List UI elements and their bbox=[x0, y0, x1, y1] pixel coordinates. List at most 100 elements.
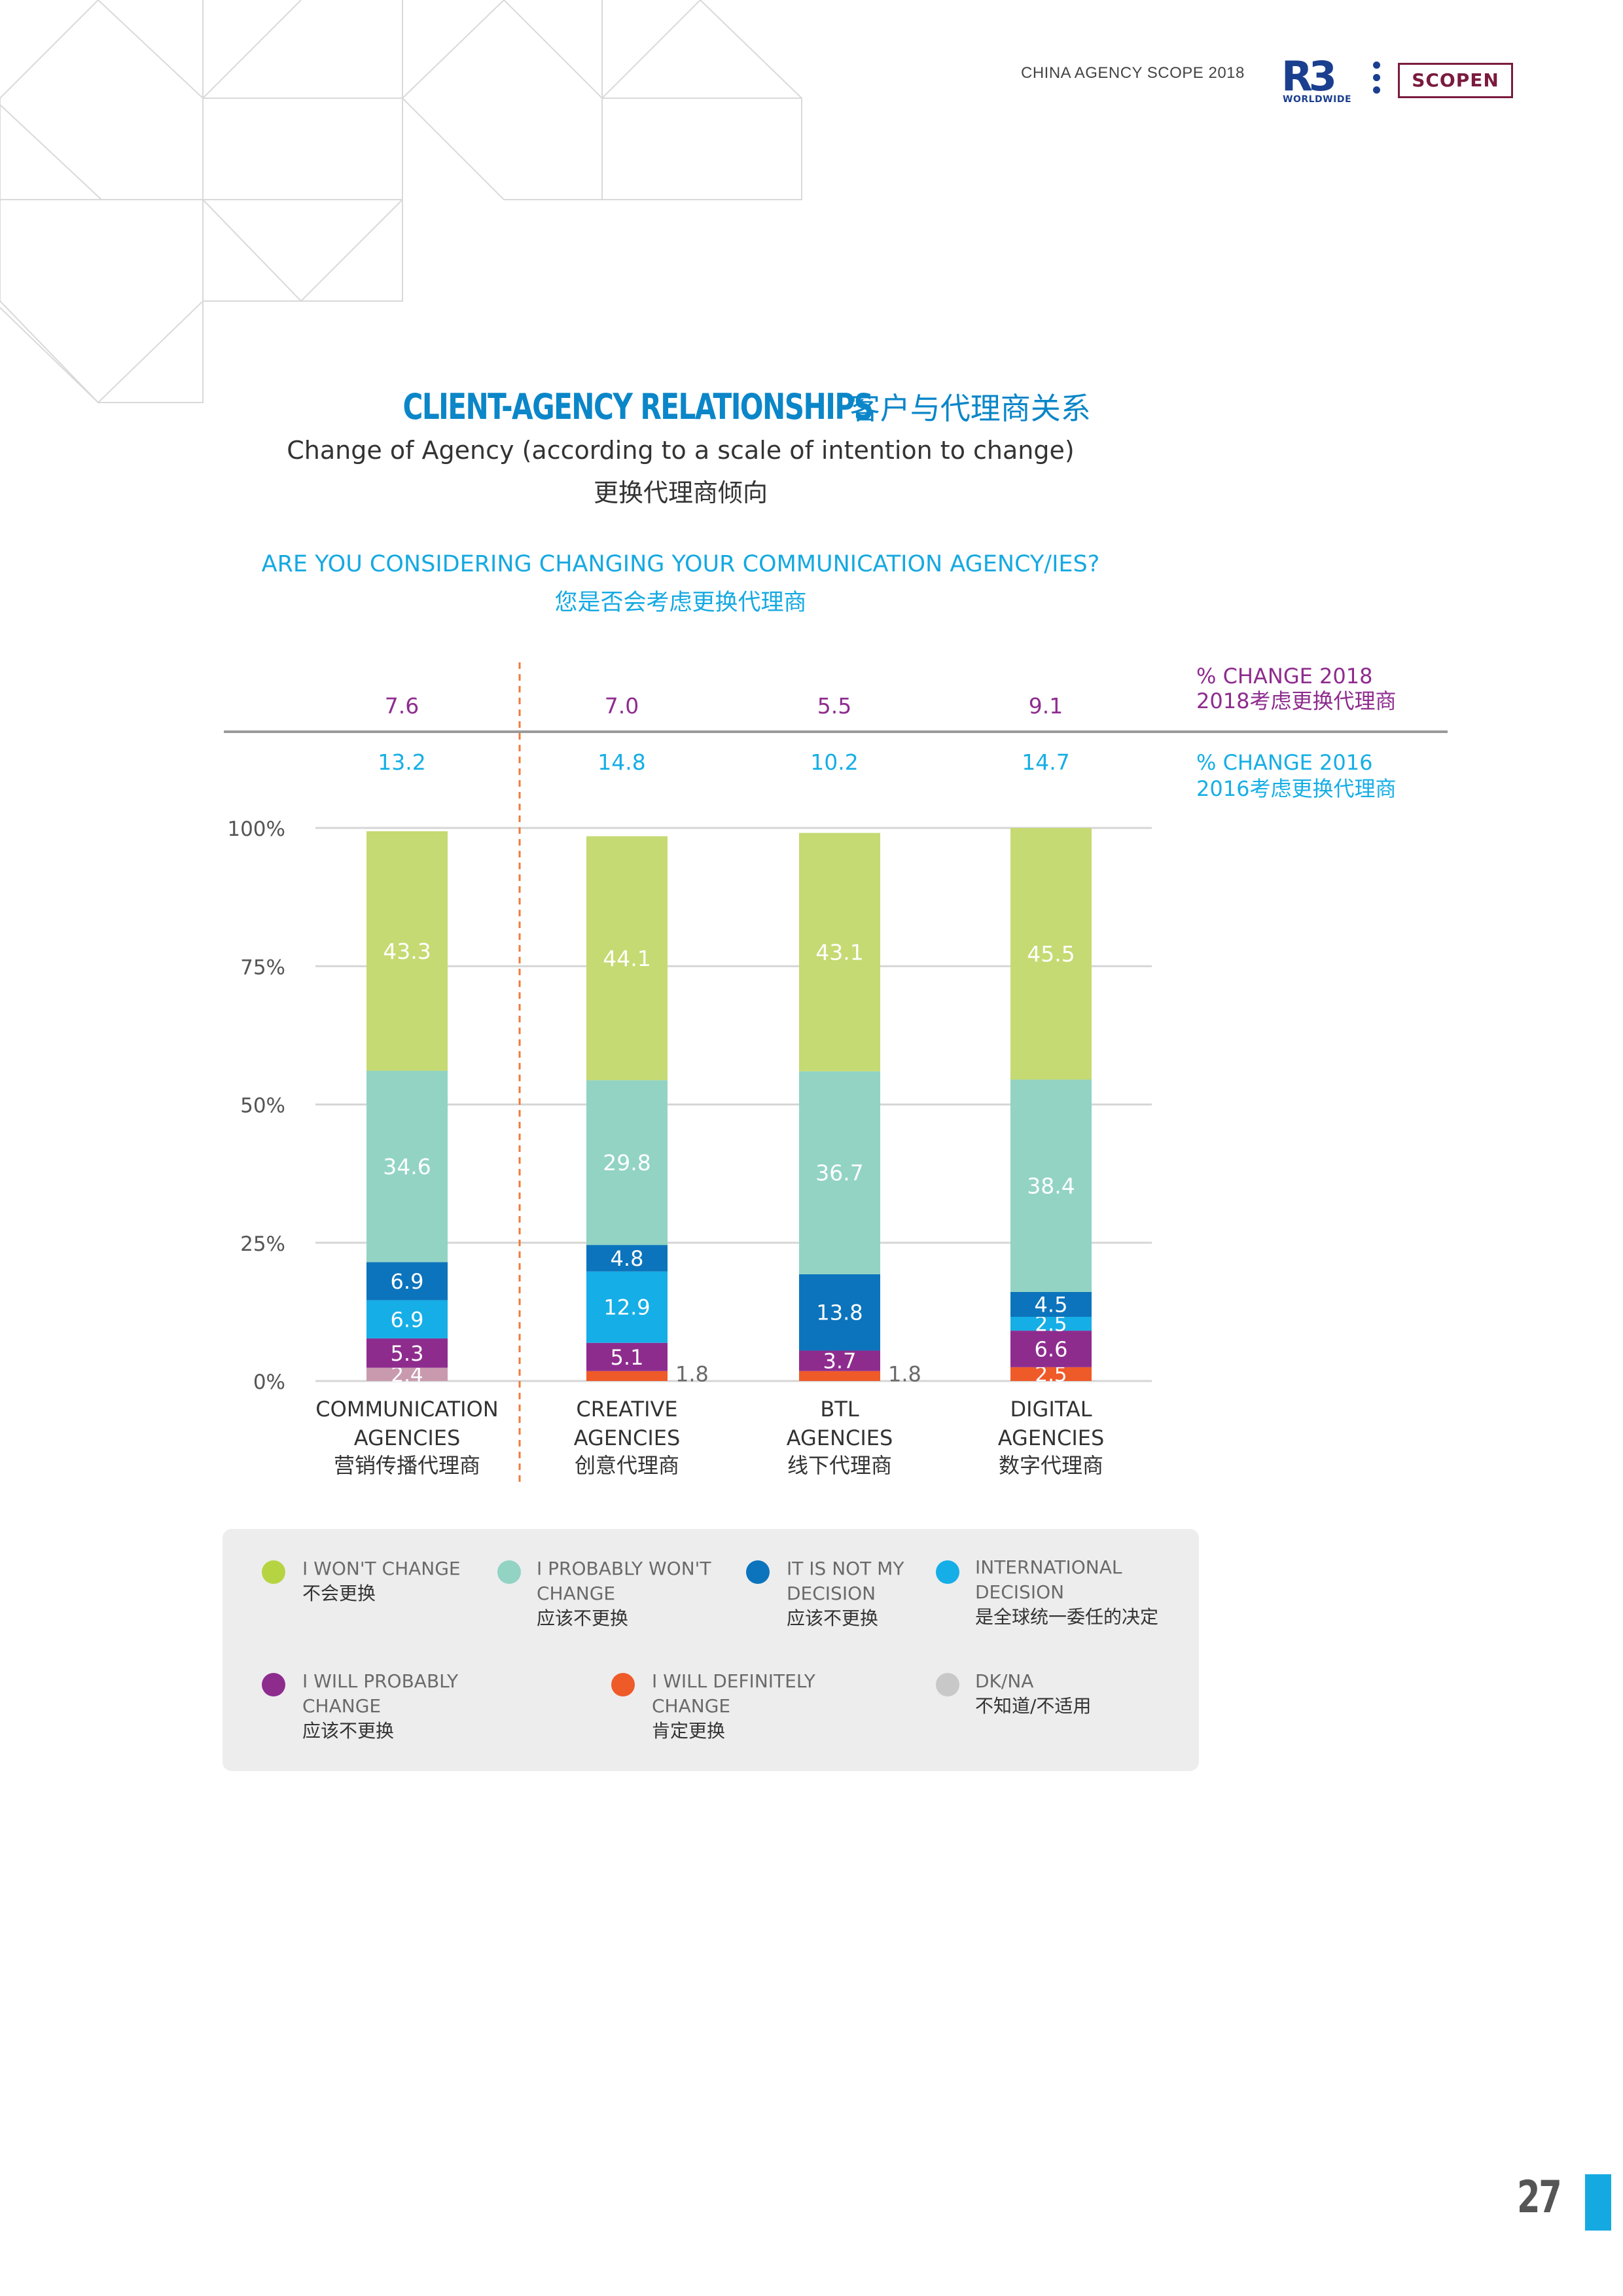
r3-logo-subtext: WORLDWIDE bbox=[1283, 94, 1352, 105]
category-label-line2: AGENCIES bbox=[574, 1426, 681, 1450]
bar-segment bbox=[366, 1070, 448, 1263]
bar-segment bbox=[799, 833, 880, 1071]
legend-label-zh: 不会更换 bbox=[302, 1583, 376, 1604]
category-label: DIGITAL bbox=[1010, 1397, 1092, 1422]
bar-segment bbox=[586, 1371, 668, 1381]
legend-label: IT IS NOT MY bbox=[787, 1558, 904, 1579]
change-2016-value: 13.2 bbox=[378, 749, 425, 775]
page-number: 27 bbox=[1517, 2172, 1562, 2223]
legend-label-line2: CHANGE bbox=[537, 1583, 616, 1604]
logo-separator-dots bbox=[1373, 62, 1382, 99]
bar-data-label: 12.9 bbox=[603, 1295, 650, 1320]
change-2018-value: 9.1 bbox=[1029, 693, 1063, 719]
y-tick-label: 25% bbox=[240, 1232, 285, 1256]
legend-label-zh: 应该不更换 bbox=[302, 1720, 395, 1742]
bar-segment bbox=[366, 1338, 448, 1368]
category-label-zh: 营销传播代理商 bbox=[334, 1453, 480, 1478]
category-label-zh: 创意代理商 bbox=[575, 1453, 679, 1478]
legend-swatch-definitely-change bbox=[611, 1673, 635, 1696]
y-tick-label: 50% bbox=[240, 1094, 285, 1118]
legend-label: I WILL PROBABLY bbox=[302, 1670, 459, 1692]
bar-data-label: 34.6 bbox=[383, 1154, 431, 1179]
y-tick-label: 75% bbox=[240, 956, 285, 979]
bar-segment bbox=[586, 1271, 668, 1343]
legend-label-zh: 是全球统一委任的决定 bbox=[975, 1606, 1159, 1628]
bar-segment bbox=[799, 1071, 880, 1274]
bar-data-label: 43.1 bbox=[815, 940, 863, 965]
legend-item-dk-na: DK/NA 不知道/不适用 bbox=[975, 1669, 1091, 1719]
scopen-logo: SCOPEN bbox=[1398, 63, 1513, 98]
decorative-background-shapes bbox=[0, 0, 802, 404]
legend-item-not-my-decision: IT IS NOT MY DECISION 应该不更换 bbox=[787, 1556, 904, 1631]
report-title: CHINA AGENCY SCOPE 2018 bbox=[1021, 64, 1245, 82]
bar-segment bbox=[1010, 1316, 1092, 1331]
page-title-en: CLIENT-AGENCY RELATIONSHIPS bbox=[402, 386, 874, 427]
bar-data-label: 38.4 bbox=[1027, 1174, 1075, 1199]
subtitle-zh: 更换代理商倾向 bbox=[593, 478, 768, 507]
bar-segment bbox=[366, 1367, 448, 1381]
legend-swatch-wont-change bbox=[262, 1560, 285, 1584]
category-label-zh: 数字代理商 bbox=[999, 1453, 1103, 1478]
bar-data-label: 5.1 bbox=[611, 1345, 644, 1370]
legend-swatch-probably-wont-change bbox=[497, 1560, 521, 1584]
bar-data-label: 43.3 bbox=[383, 939, 431, 964]
change-2016-value: 14.7 bbox=[1022, 749, 1069, 775]
subtitle-en: Change of Agency (according to a scale o… bbox=[287, 436, 1075, 465]
question-en: ARE YOU CONSIDERING CHANGING YOUR COMMUN… bbox=[261, 551, 1100, 577]
bar-segment bbox=[799, 1274, 880, 1351]
legend-label-zh: 应该不更换 bbox=[537, 1607, 629, 1629]
legend-item-definitely-change: I WILL DEFINITELY CHANGE 肯定更换 bbox=[652, 1669, 815, 1744]
category-label-line2: AGENCIES bbox=[354, 1426, 461, 1450]
y-tick-label: 100% bbox=[227, 817, 285, 841]
bar-segment bbox=[799, 1350, 880, 1371]
bar-segment bbox=[1010, 828, 1092, 1080]
bar-segment bbox=[1010, 1367, 1092, 1381]
category-label: CREATIVE bbox=[576, 1397, 677, 1422]
change-2018-value: 5.5 bbox=[817, 693, 851, 719]
legend-label: I PROBABLY WON'T bbox=[537, 1558, 711, 1579]
y-tick-label: 0% bbox=[253, 1371, 285, 1394]
legend-label-zh: 应该不更换 bbox=[787, 1607, 879, 1629]
legend-item-probably-change: I WILL PROBABLY CHANGE 应该不更换 bbox=[302, 1669, 458, 1744]
change-2018-value: 7.0 bbox=[605, 693, 639, 719]
bar-segment bbox=[586, 1245, 668, 1272]
change-2016-label-zh: 2016考虑更换代理商 bbox=[1196, 776, 1396, 801]
bar-data-label: 1.8 bbox=[675, 1361, 709, 1386]
bar-data-label: 3.7 bbox=[823, 1349, 857, 1374]
bar-data-label: 6.9 bbox=[391, 1307, 424, 1332]
bar-segment bbox=[1010, 1291, 1092, 1317]
change-2016-label: % CHANGE 2016 bbox=[1196, 750, 1372, 775]
legend-label: DK/NA bbox=[975, 1670, 1034, 1692]
bar-data-label: 1.8 bbox=[888, 1361, 921, 1386]
bar-segment bbox=[799, 1371, 880, 1381]
category-label-line2: AGENCIES bbox=[787, 1426, 893, 1450]
change-2016-value: 10.2 bbox=[810, 749, 858, 775]
bar-segment bbox=[366, 831, 448, 1071]
stacked-bar-chart: 0% 25% 50% 75% 100% 7.6 7.0 5.5 9.1 13.2 14.8 10.2 1… bbox=[224, 662, 1448, 1486]
bar-data-label: 36.7 bbox=[815, 1160, 863, 1186]
legend-item-international-decision: INTERNATIONAL DECISION 是全球统一委任的决定 bbox=[975, 1555, 1158, 1630]
legend-label-zh: 肯定更换 bbox=[652, 1720, 726, 1742]
legend-label-zh: 不知道/不适用 bbox=[975, 1695, 1092, 1717]
bar-segment bbox=[366, 1262, 448, 1300]
page-number-accent-bar bbox=[1585, 2174, 1611, 2231]
legend-swatch-not-my-decision bbox=[746, 1560, 770, 1584]
bar-data-label: 29.8 bbox=[603, 1150, 651, 1175]
bar-data-label: 4.8 bbox=[611, 1246, 644, 1271]
legend-label-line2: CHANGE bbox=[652, 1695, 731, 1717]
legend-item-wont-change: I WON'T CHANGE 不会更换 bbox=[302, 1556, 461, 1606]
question-zh: 您是否会考虑更换代理商 bbox=[554, 590, 807, 616]
r3-worldwide-logo: R3 WORLDWIDE bbox=[1281, 56, 1363, 105]
bar-data-label: 6.9 bbox=[391, 1269, 424, 1294]
change-2016-value: 14.8 bbox=[597, 749, 645, 775]
bar-segment bbox=[586, 1342, 668, 1371]
legend-swatch-dk-na bbox=[936, 1673, 959, 1696]
legend-swatch-international-decision bbox=[936, 1560, 959, 1584]
bar-data-label: 5.3 bbox=[391, 1341, 424, 1366]
change-2018-value: 7.6 bbox=[385, 693, 419, 719]
bar-segment bbox=[1010, 1331, 1092, 1367]
legend-label-line2: DECISION bbox=[975, 1581, 1065, 1603]
bar-segment bbox=[586, 1080, 668, 1246]
legend-label: I WILL DEFINITELY bbox=[652, 1670, 815, 1692]
legend-label: INTERNATIONAL bbox=[975, 1556, 1122, 1578]
